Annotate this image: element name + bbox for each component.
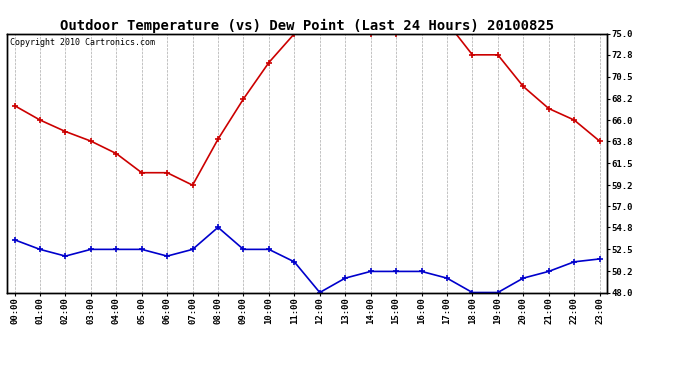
Text: Copyright 2010 Cartronics.com: Copyright 2010 Cartronics.com — [10, 38, 155, 46]
Title: Outdoor Temperature (vs) Dew Point (Last 24 Hours) 20100825: Outdoor Temperature (vs) Dew Point (Last… — [60, 18, 554, 33]
